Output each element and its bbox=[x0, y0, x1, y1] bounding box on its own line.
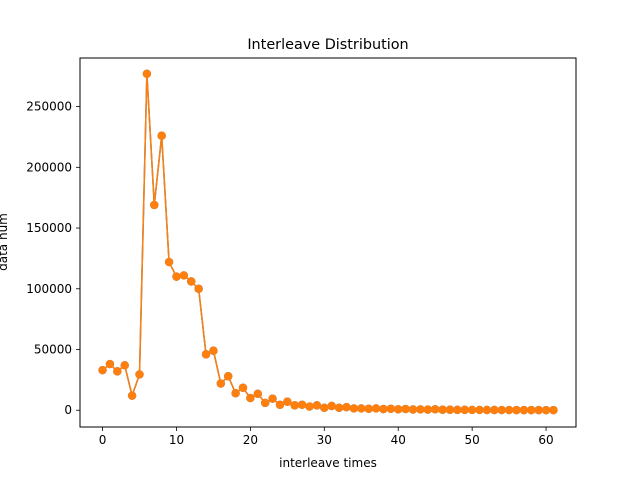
x-tick-label: 60 bbox=[538, 433, 553, 447]
data-point bbox=[394, 405, 403, 414]
x-tick-label: 10 bbox=[169, 433, 184, 447]
data-point bbox=[357, 404, 366, 413]
data-point bbox=[98, 365, 107, 375]
data-point bbox=[497, 405, 506, 415]
x-tick-label: 30 bbox=[317, 433, 332, 447]
data-point bbox=[150, 200, 159, 210]
data-point bbox=[475, 405, 484, 415]
data-point bbox=[224, 372, 233, 381]
data-point bbox=[305, 402, 314, 411]
data-point bbox=[423, 405, 432, 414]
data-point bbox=[445, 405, 455, 414]
data-point bbox=[187, 277, 196, 286]
data-point bbox=[135, 370, 144, 379]
y-tick-label: 200000 bbox=[26, 160, 72, 174]
data-point bbox=[371, 404, 381, 413]
data-point bbox=[408, 405, 418, 414]
y-axis: 0 50000 100000 150000 200000 250000 bbox=[26, 100, 80, 417]
data-point bbox=[460, 405, 469, 415]
data-point bbox=[172, 272, 181, 281]
x-tick-label: 20 bbox=[243, 433, 258, 447]
data-point bbox=[386, 404, 396, 413]
data-point bbox=[541, 405, 551, 415]
x-axis-label: interleave times bbox=[279, 456, 377, 470]
data-point bbox=[490, 405, 499, 415]
x-tick-label: 0 bbox=[99, 433, 107, 447]
data-point bbox=[105, 359, 115, 369]
data-point bbox=[275, 400, 285, 409]
data-point bbox=[342, 403, 351, 412]
x-tick-label: 50 bbox=[465, 433, 480, 447]
data-point bbox=[260, 398, 270, 408]
x-axis: 0 10 20 30 40 50 60 bbox=[99, 427, 554, 447]
x-tick-label: 40 bbox=[391, 433, 406, 447]
data-point bbox=[312, 401, 322, 410]
data-point bbox=[519, 405, 529, 415]
data-point bbox=[253, 389, 262, 399]
data-point bbox=[120, 361, 129, 370]
data-point bbox=[512, 405, 521, 415]
data-point bbox=[231, 389, 240, 398]
data-point bbox=[430, 405, 440, 414]
data-point bbox=[164, 257, 174, 267]
y-tick-label: 250000 bbox=[26, 100, 72, 114]
data-point bbox=[209, 346, 218, 355]
chart-title: Interleave Distribution bbox=[247, 37, 408, 53]
data-point bbox=[534, 405, 543, 415]
y-axis-label: data num bbox=[0, 213, 10, 271]
data-point bbox=[297, 400, 307, 409]
data-point bbox=[527, 405, 536, 415]
data-point bbox=[401, 404, 410, 414]
y-tick-label: 100000 bbox=[26, 282, 72, 296]
data-point bbox=[246, 393, 255, 403]
data-point bbox=[504, 405, 514, 415]
data-point bbox=[334, 403, 344, 413]
data-point bbox=[201, 350, 211, 359]
data-point bbox=[327, 401, 336, 411]
data-point bbox=[179, 271, 189, 280]
y-tick-label: 150000 bbox=[26, 221, 72, 235]
data-point bbox=[142, 69, 152, 78]
data-point bbox=[268, 394, 277, 403]
y-tick-label: 50000 bbox=[34, 343, 72, 357]
data-point bbox=[349, 404, 359, 413]
data-point bbox=[416, 405, 425, 414]
data-point bbox=[549, 405, 558, 415]
data-point bbox=[453, 405, 462, 415]
data-point bbox=[379, 404, 388, 414]
data-point bbox=[157, 131, 166, 140]
data-point bbox=[127, 391, 137, 400]
data-point bbox=[438, 405, 447, 414]
y-tick-label: 0 bbox=[64, 403, 72, 417]
data-point bbox=[238, 383, 248, 392]
plot-area bbox=[98, 69, 558, 415]
data-point bbox=[113, 367, 122, 376]
data-point bbox=[320, 403, 329, 413]
data-point bbox=[194, 284, 203, 293]
data-point bbox=[364, 404, 373, 413]
data-point bbox=[467, 405, 477, 415]
data-point bbox=[283, 397, 292, 406]
axes-frame bbox=[79, 57, 577, 428]
data-point bbox=[216, 379, 226, 388]
data-point bbox=[290, 401, 299, 410]
data-point bbox=[482, 405, 492, 415]
